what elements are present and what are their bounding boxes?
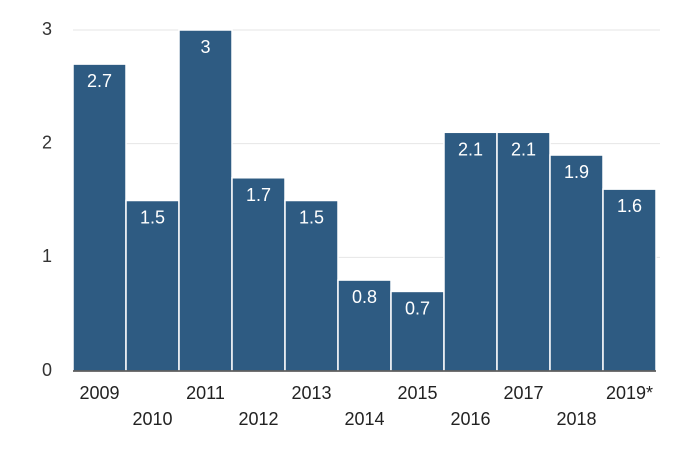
- bar-value-label: 3: [200, 37, 210, 57]
- bar-value-label: 0.8: [352, 287, 377, 307]
- bar-value-label: 1.7: [246, 185, 271, 205]
- bar-value-label: 2.1: [511, 139, 536, 159]
- x-tick-label: 2019*: [606, 383, 653, 403]
- bar-2017: [496, 131, 551, 372]
- bar-value-label: 1.5: [299, 208, 324, 228]
- x-tick-label: 2009: [79, 383, 119, 403]
- bar-value-labels: 2.7 1.5 3 1.7 1.5 0.8 0.7 2.1 2.1 1.9 1.6: [87, 37, 642, 318]
- bar-value-label: 2.1: [458, 139, 483, 159]
- y-tick-label: 0: [42, 360, 52, 380]
- bar-2010: [125, 199, 180, 372]
- x-tick-label: 2012: [238, 409, 278, 429]
- bar-2012: [231, 177, 286, 372]
- bar-value-label: 0.7: [405, 298, 430, 318]
- x-tick-label: 2011: [186, 383, 225, 403]
- bar-2016: [443, 131, 498, 372]
- bar-value-label: 1.6: [617, 196, 642, 216]
- y-tick-label: 2: [42, 132, 52, 152]
- bar-value-label: 1.5: [140, 208, 165, 228]
- bar-value-label: 2.7: [87, 71, 112, 91]
- y-tick-label: 3: [42, 19, 52, 39]
- x-tick-label: 2014: [344, 409, 384, 429]
- bar-2013: [284, 199, 339, 372]
- bar-value-label: 1.9: [564, 162, 589, 182]
- bar-2011: [178, 29, 233, 372]
- x-tick-label: 2017: [503, 383, 543, 403]
- x-tick-label: 2010: [132, 409, 172, 429]
- bars: [72, 29, 657, 372]
- bar-2014: [337, 279, 392, 372]
- x-axis-ticks: 2009 2010 2011 2012 2013 2014 2015 2016 2017 2018…: [79, 383, 653, 429]
- y-tick-label: 1: [42, 246, 52, 266]
- x-tick-label: 2013: [291, 383, 331, 403]
- y-axis-ticks: 0 1 2 3: [42, 19, 52, 380]
- x-tick-label: 2015: [397, 383, 437, 403]
- bar-2018: [549, 154, 604, 372]
- bar-2019: [602, 188, 657, 372]
- bar-2009: [72, 63, 127, 372]
- x-tick-label: 2016: [450, 409, 490, 429]
- x-tick-label: 2018: [556, 409, 596, 429]
